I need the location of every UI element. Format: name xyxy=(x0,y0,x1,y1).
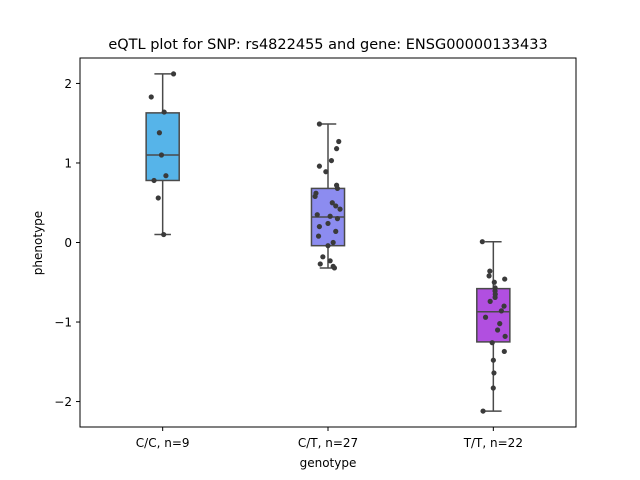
data-point xyxy=(161,231,167,238)
data-point xyxy=(482,314,489,320)
data-point xyxy=(156,130,163,136)
data-point xyxy=(487,298,493,304)
data-point xyxy=(155,195,161,201)
data-point xyxy=(330,239,336,246)
data-point xyxy=(498,308,504,314)
y-axis-ticks: −2 −1 0 1 2 xyxy=(54,77,80,409)
x-tick-label: C/T, n=27 xyxy=(298,436,358,450)
y-tick-label: 0 xyxy=(64,236,72,250)
data-point xyxy=(161,109,167,115)
data-point xyxy=(316,163,323,169)
data-point xyxy=(333,146,340,152)
y-tick-label: −1 xyxy=(54,316,72,330)
data-point xyxy=(327,258,333,264)
y-tick-label: 2 xyxy=(64,77,72,91)
x-axis-ticks: C/C, n=9 C/T, n=27 T/T, n=22 xyxy=(136,427,523,450)
data-point xyxy=(323,169,329,175)
data-point xyxy=(329,200,335,206)
data-point xyxy=(325,243,331,249)
x-axis-label: genotype xyxy=(300,456,357,470)
y-axis-label: phenotype xyxy=(31,211,45,275)
data-point xyxy=(170,71,177,77)
data-point xyxy=(480,408,486,414)
data-point xyxy=(148,94,154,100)
data-point xyxy=(333,203,339,209)
data-point xyxy=(491,370,497,376)
data-point xyxy=(316,223,323,230)
data-point xyxy=(158,152,165,158)
chart-title: eQTL plot for SNP: rs4822455 and gene: E… xyxy=(108,37,547,53)
x-tick-label: T/T, n=22 xyxy=(463,436,523,450)
data-point xyxy=(337,206,343,212)
data-point xyxy=(487,268,493,274)
box-layer xyxy=(145,73,511,412)
data-point xyxy=(317,261,323,267)
data-point xyxy=(325,220,331,227)
y-tick-label: −2 xyxy=(54,395,72,409)
data-point xyxy=(489,340,495,346)
data-point xyxy=(492,294,498,300)
data-point xyxy=(490,357,496,363)
data-point xyxy=(333,228,339,234)
data-point xyxy=(501,303,507,309)
data-point xyxy=(315,233,322,239)
data-point xyxy=(501,348,507,355)
data-point xyxy=(486,273,492,279)
point-layer xyxy=(148,71,508,414)
data-point xyxy=(491,279,497,285)
data-point xyxy=(502,333,508,339)
x-tick-label: C/C, n=9 xyxy=(136,436,190,450)
y-tick-label: 1 xyxy=(64,156,72,170)
data-point xyxy=(490,385,496,391)
data-point xyxy=(502,276,508,282)
data-point xyxy=(331,265,338,271)
data-point xyxy=(320,254,326,260)
data-point xyxy=(151,177,157,184)
box xyxy=(145,112,180,182)
data-point xyxy=(495,327,501,333)
data-point xyxy=(334,216,341,222)
data-point xyxy=(334,185,341,192)
data-point xyxy=(312,193,318,199)
data-point xyxy=(497,321,503,327)
data-point xyxy=(314,212,320,218)
data-point xyxy=(316,121,323,127)
data-point xyxy=(479,239,485,245)
data-point xyxy=(163,173,169,179)
data-point xyxy=(336,138,342,145)
data-point xyxy=(327,213,333,219)
data-point xyxy=(328,157,335,164)
